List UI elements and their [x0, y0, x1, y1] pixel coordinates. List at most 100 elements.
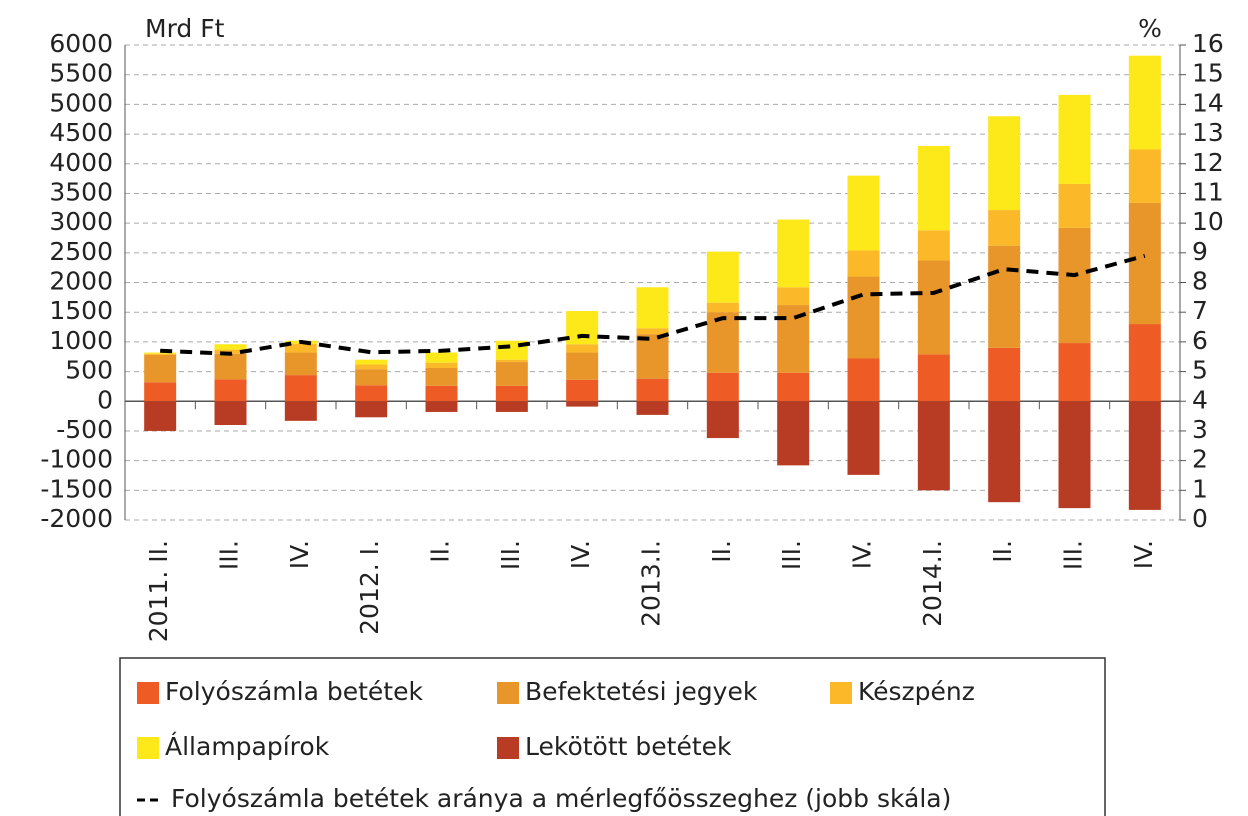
- bar-segment: [1129, 150, 1161, 203]
- y-axis-label: Mrd Ft: [145, 14, 225, 43]
- bar-segment: [777, 373, 809, 402]
- y-tick-label: 3500: [49, 177, 113, 206]
- bar-segment: [496, 386, 528, 401]
- bar-segment: [426, 401, 458, 412]
- bar-segment: [988, 246, 1020, 348]
- bar-segment: [144, 354, 176, 355]
- bar-segment: [707, 252, 739, 303]
- bar-segment: [215, 379, 247, 401]
- y-tick-label: 2500: [49, 237, 113, 266]
- bar-segment: [637, 401, 669, 415]
- x-tick-label: 2014.I.: [918, 540, 947, 627]
- bar-segment: [355, 364, 387, 369]
- y-tick-label: 0: [97, 385, 113, 414]
- x-tick-label: III.: [215, 540, 244, 570]
- y2-tick-label: 15: [1192, 59, 1224, 88]
- bar-segment: [637, 379, 669, 402]
- y-tick-label: 1500: [49, 296, 113, 325]
- y2-tick-label: 8: [1192, 267, 1208, 296]
- legend-label: Folyószámla betétek aránya a mérlegfőöss…: [171, 784, 951, 813]
- bar-segment: [1129, 203, 1161, 324]
- bar-segment: [1059, 95, 1091, 184]
- x-tick-label: III.: [1059, 540, 1088, 570]
- legend-label: Befektetési jegyek: [525, 677, 758, 706]
- y-tick-label: 4000: [49, 148, 113, 177]
- chart: Mrd Ft % -2000-1500-1000-500050010001500…: [0, 0, 1248, 816]
- bar-segment: [988, 348, 1020, 401]
- bar-segment: [355, 385, 387, 401]
- bar-segment: [285, 353, 317, 376]
- bar-segment: [637, 334, 669, 379]
- y-tick-label: 3000: [49, 207, 113, 236]
- bar-segment: [777, 287, 809, 305]
- bar-segment: [1059, 228, 1091, 343]
- bar-segment: [918, 230, 950, 260]
- legend-marker: [137, 737, 159, 759]
- bar-segment: [215, 344, 247, 349]
- y-tick-label: 2000: [49, 267, 113, 296]
- bar-segment: [355, 360, 387, 365]
- bar-segment: [637, 328, 669, 334]
- bar-segment: [566, 353, 598, 380]
- y-tick-label: 5000: [49, 88, 113, 117]
- legend-label: Készpénz: [858, 677, 975, 706]
- bar-segment: [426, 368, 458, 386]
- y2-tick-label: 2: [1192, 445, 1208, 474]
- y-tick-label: 4500: [49, 118, 113, 147]
- bar-segment: [285, 401, 317, 421]
- bar-segment: [848, 250, 880, 276]
- bar-segment: [848, 176, 880, 251]
- bar-segment: [1129, 56, 1161, 150]
- y2-tick-label: 5: [1192, 356, 1208, 385]
- y2-tick-label: 11: [1192, 177, 1224, 206]
- bar-segment: [144, 382, 176, 401]
- bar-segment: [707, 373, 739, 402]
- bar-segment: [566, 344, 598, 352]
- y2-tick-label: 14: [1192, 88, 1224, 117]
- bar-segment: [144, 355, 176, 382]
- legend-label: Állampapírok: [165, 732, 330, 761]
- y2-tick-label: 4: [1192, 385, 1208, 414]
- bar-segment: [355, 401, 387, 417]
- legend-label: Folyószámla betétek: [165, 677, 423, 706]
- x-tick-label: 2011. II.: [144, 540, 173, 642]
- x-tick-label: III.: [496, 540, 525, 570]
- legend-marker: [497, 682, 519, 704]
- bar-segment: [918, 354, 950, 401]
- bar-segment: [988, 401, 1020, 502]
- y2-tick-label: 13: [1192, 118, 1224, 147]
- y2-tick-label: 1: [1192, 474, 1208, 503]
- bar-segment: [848, 277, 880, 359]
- x-tick-label: III.: [777, 540, 806, 570]
- bar-segment: [355, 369, 387, 385]
- bar-segment: [566, 311, 598, 344]
- y-tick-label: -1000: [40, 445, 113, 474]
- legend-marker: [830, 682, 852, 704]
- bar-segment: [566, 380, 598, 401]
- bar-segment: [1059, 343, 1091, 401]
- legend-marker: [497, 737, 519, 759]
- y2-tick-label: 10: [1192, 207, 1224, 236]
- y2-tick-label: 16: [1192, 29, 1224, 58]
- bar-segment: [707, 312, 739, 373]
- bar-segment: [848, 359, 880, 402]
- x-tick-label: 2013.I.: [637, 540, 666, 627]
- bar-segment: [777, 401, 809, 465]
- x-tick-label: II.: [988, 540, 1017, 563]
- bar-segment: [637, 287, 669, 328]
- x-tick-label: IV.: [1129, 540, 1158, 569]
- bar-segment: [566, 401, 598, 406]
- x-tick-label: IV.: [848, 540, 877, 569]
- bar-segment: [707, 303, 739, 313]
- y-tick-label: 500: [65, 356, 113, 385]
- y-tick-label: 1000: [49, 326, 113, 355]
- bar-segment: [707, 401, 739, 438]
- bar-segment: [918, 146, 950, 230]
- bar-segment: [215, 354, 247, 380]
- bar-segment: [426, 386, 458, 401]
- bar-segment: [285, 375, 317, 401]
- bar-segment: [988, 116, 1020, 210]
- bar-segment: [918, 401, 950, 490]
- legend-marker: [137, 682, 159, 704]
- y-tick-label: 6000: [49, 29, 113, 58]
